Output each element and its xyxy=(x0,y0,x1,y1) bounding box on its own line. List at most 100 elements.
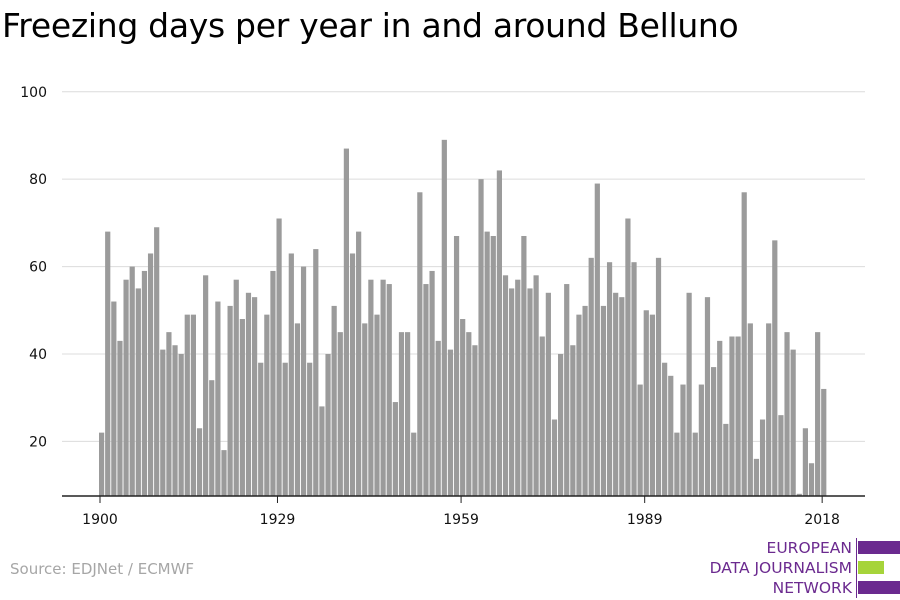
bar-1933 xyxy=(300,266,307,496)
bar-1949 xyxy=(398,332,405,497)
bar-1987 xyxy=(631,262,637,496)
bar-2013 xyxy=(790,349,796,496)
x-tick-label: 1959 xyxy=(443,512,479,528)
bar-1924 xyxy=(245,292,252,496)
bar-1969 xyxy=(521,235,527,497)
bar-1960 xyxy=(466,332,472,497)
bar-1986 xyxy=(625,218,631,496)
bar-2016 xyxy=(808,463,815,496)
x-tick-label: 2018 xyxy=(804,512,840,528)
bar-2010 xyxy=(772,240,778,496)
bar-2014 xyxy=(796,493,802,496)
bar-1911 xyxy=(166,332,172,497)
bar-1973 xyxy=(545,292,551,496)
bar-1912 xyxy=(172,345,178,496)
bar-1919 xyxy=(215,301,221,496)
logo-text-european: EUROPEAN xyxy=(766,539,852,557)
y-tick-labels: 20 40 60 80 100 xyxy=(20,85,47,451)
bar-1990 xyxy=(649,314,655,496)
bar-1925 xyxy=(252,297,258,496)
bar-1991 xyxy=(655,257,662,496)
bar-1935 xyxy=(313,249,319,496)
bar-1941 xyxy=(349,253,356,496)
bar-1989 xyxy=(643,310,649,496)
chart-title: Freezing days per year in and around Bel… xyxy=(2,6,739,45)
bar-1988 xyxy=(637,384,643,496)
bar-1930 xyxy=(282,362,288,496)
bar-1996 xyxy=(686,292,692,496)
bar-1920 xyxy=(221,450,227,496)
bar-1955 xyxy=(435,340,441,496)
bar-2004 xyxy=(735,336,741,496)
bar-1959 xyxy=(460,319,466,496)
bar-1992 xyxy=(662,362,668,496)
bar-1938 xyxy=(331,305,337,496)
bar-2007 xyxy=(753,458,760,496)
bar-1984 xyxy=(613,292,619,496)
bar-1902 xyxy=(111,301,117,496)
bar-1995 xyxy=(680,384,686,496)
bar-1917 xyxy=(203,275,209,496)
bar-1918 xyxy=(209,380,215,496)
bar-1939 xyxy=(337,332,343,497)
bar-1940 xyxy=(343,148,349,496)
bar-1908 xyxy=(147,253,154,496)
bar-1943 xyxy=(362,323,368,496)
bar-2005 xyxy=(741,192,747,496)
bar-1972 xyxy=(539,336,545,496)
bar-1932 xyxy=(294,323,301,496)
bar-1903 xyxy=(117,340,123,496)
y-tick-label: 60 xyxy=(29,260,47,276)
edjnet-logo: EUROPEAN DATA JOURNALISM NETWORK xyxy=(700,536,900,600)
bar-1942 xyxy=(356,231,362,496)
bar-1993 xyxy=(668,375,674,496)
bar-1962 xyxy=(478,179,484,496)
bar-1947 xyxy=(386,284,392,496)
bar-1974 xyxy=(551,419,558,496)
bar-1914 xyxy=(184,314,190,496)
bar-1952 xyxy=(417,192,423,496)
bar-1957 xyxy=(447,349,454,496)
logo-bar-top xyxy=(858,541,900,554)
bar-2006 xyxy=(747,323,753,496)
bar-1928 xyxy=(270,270,276,496)
bar-1977 xyxy=(570,345,576,496)
bar-1916 xyxy=(196,428,203,496)
bar-1983 xyxy=(606,262,613,496)
bar-1956 xyxy=(441,139,447,496)
bar-1936 xyxy=(319,406,325,496)
bar-1985 xyxy=(619,297,625,496)
bar-1915 xyxy=(190,314,196,496)
bar-1904 xyxy=(123,279,129,496)
y-tick-label: 20 xyxy=(29,434,47,450)
bar-1965 xyxy=(496,170,502,496)
bar-1937 xyxy=(325,353,331,496)
bar-1931 xyxy=(288,253,294,496)
bar-1923 xyxy=(239,319,245,496)
logo-bar-bottom xyxy=(858,581,900,594)
bar-1971 xyxy=(533,275,539,496)
bar-1948 xyxy=(392,402,398,496)
x-tick-label: 1929 xyxy=(260,512,296,528)
bar-2001 xyxy=(717,340,723,496)
bar-1979 xyxy=(582,305,588,496)
bar-2018 xyxy=(821,388,827,496)
bar-chart: 20 40 60 80 100 1900 1929 1959 1989 2018 xyxy=(20,85,865,528)
bar-1913 xyxy=(178,353,184,496)
bar-1980 xyxy=(588,257,594,496)
x-tick-label: 1989 xyxy=(627,512,663,528)
bar-1961 xyxy=(472,345,478,496)
bar-1978 xyxy=(576,314,582,496)
bar-1906 xyxy=(135,288,141,496)
bar-1976 xyxy=(564,284,570,496)
bar-2003 xyxy=(729,336,735,496)
bar-2015 xyxy=(802,428,808,496)
bar-1951 xyxy=(411,432,417,496)
bar-1929 xyxy=(276,218,282,496)
bar-2009 xyxy=(766,323,772,496)
bar-1967 xyxy=(509,288,515,496)
logo-bar-middle xyxy=(858,561,884,574)
bar-1922 xyxy=(233,279,239,496)
y-tick-label: 40 xyxy=(29,347,47,363)
source-note: Source: EDJNet / ECMWF xyxy=(10,560,195,578)
